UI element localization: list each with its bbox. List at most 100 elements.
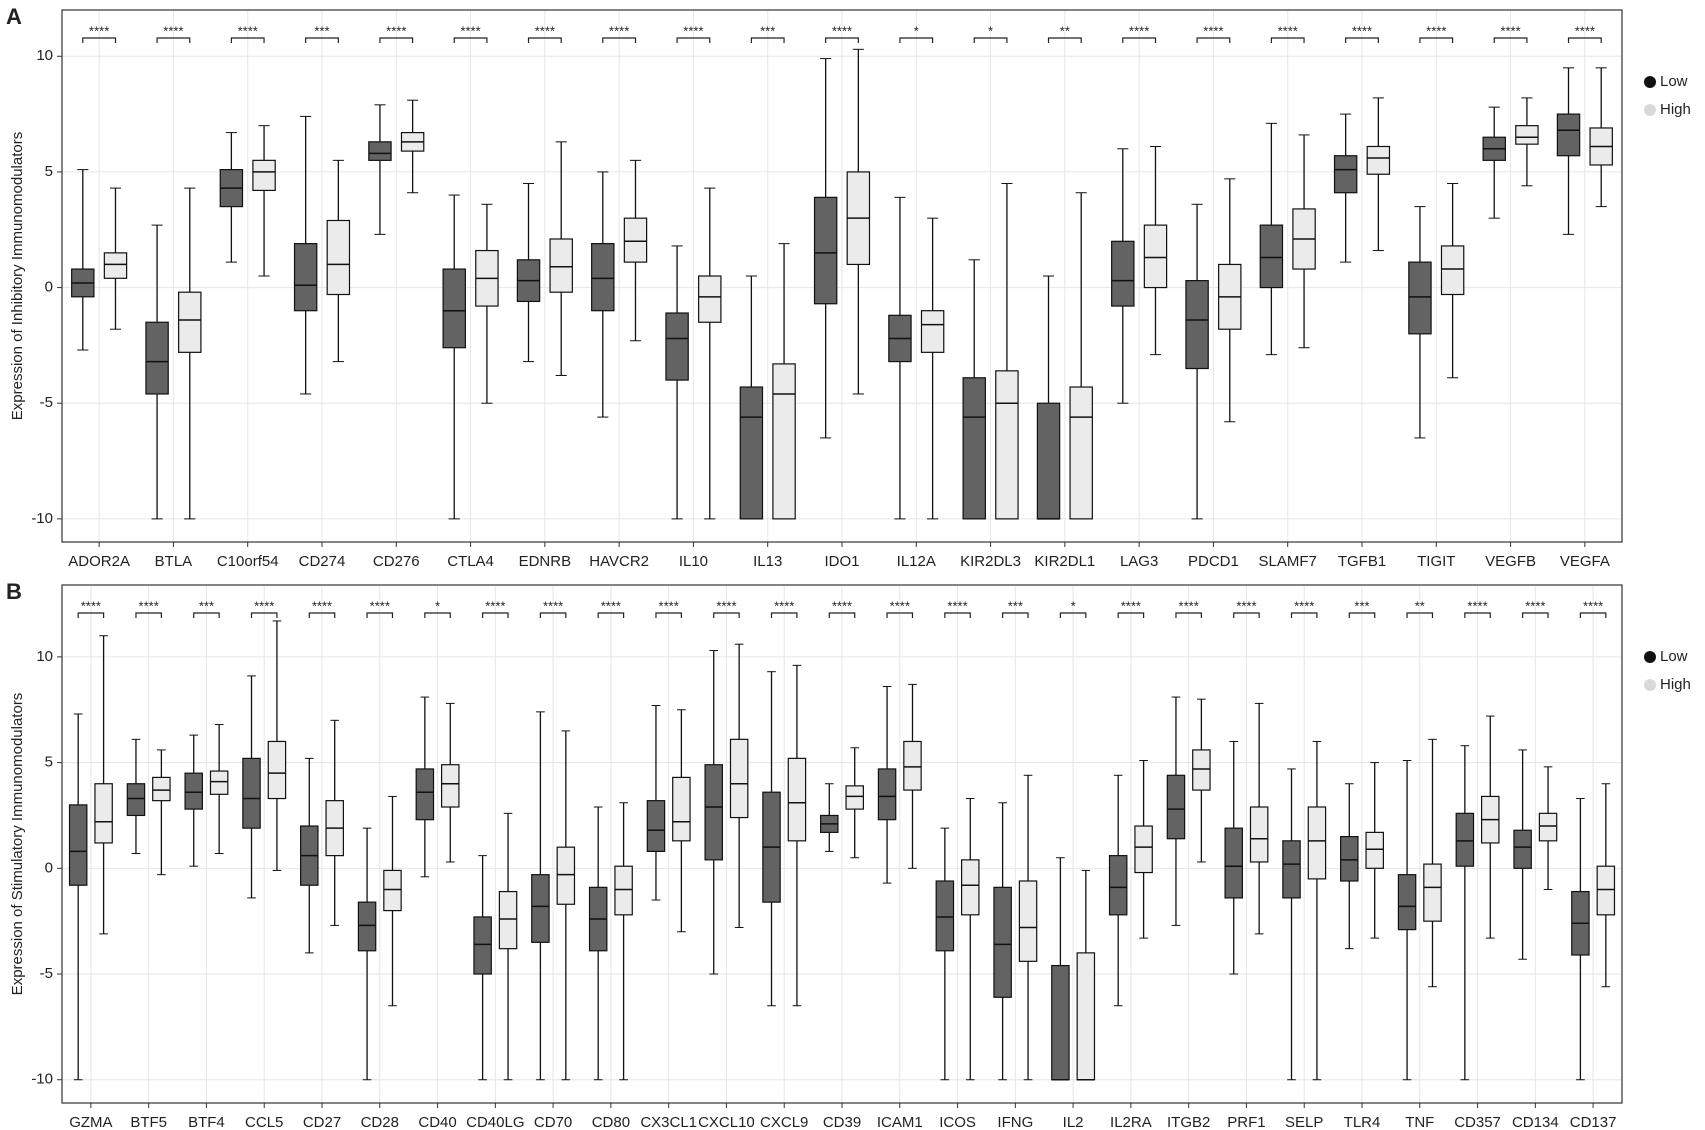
significance-label: **** [1500,23,1520,38]
box [1185,280,1209,370]
significance-bracket [305,37,339,43]
box [813,196,838,305]
significance-label: * [1071,598,1076,613]
box [1440,245,1465,296]
x-tick-label: CD40LG [466,1114,524,1130]
significance-bracket [1059,612,1087,618]
box [184,772,203,810]
significance-bracket [1122,37,1157,43]
y-tick-label: -10 [31,1071,53,1088]
significance-label: **** [460,23,480,38]
significance-label: **** [1426,23,1446,38]
significance-bracket [1002,612,1029,618]
x-tick-label: HAVCR2 [589,553,649,570]
significance-label: * [988,23,993,38]
x-tick-label: CCL5 [245,1114,283,1130]
box [729,738,749,819]
x-tick-label: ICOS [939,1114,976,1130]
box [1111,240,1135,307]
box [1340,835,1359,882]
significance-label: **** [386,23,406,38]
box [935,880,955,952]
x-tick-label: LAG3 [1120,553,1158,570]
significance-label: **** [1121,598,1141,613]
x-tick-label: SLAMF7 [1259,553,1317,570]
box [995,370,1019,520]
box [1134,825,1153,874]
box [242,757,261,829]
legend-marker [1644,76,1656,88]
significance-bracket [193,612,220,618]
box [1515,125,1539,145]
x-tick-label: BTF5 [130,1114,167,1130]
box [1596,865,1616,916]
box [962,377,986,520]
x-tick-label: IL12A [897,553,936,570]
box [383,869,402,912]
significance-bracket [602,37,637,43]
y-tick-label: 0 [45,859,53,876]
significance-label: **** [1583,598,1603,613]
significance-bracket [1406,612,1434,618]
box [1397,874,1417,931]
x-tick-label: CD80 [592,1114,630,1130]
significance-label: **** [312,598,332,613]
box [357,901,377,952]
significance-label: **** [535,23,555,38]
x-tick-label: VEGFB [1485,553,1536,570]
box [903,740,922,791]
box [920,310,945,353]
box [415,768,435,821]
significance-bracket [655,612,682,618]
significance-bracket [944,612,971,618]
x-tick-label: IFNG [997,1114,1033,1130]
box [960,859,980,916]
box [293,243,318,312]
significance-bracket [676,37,711,43]
significance-bracket [1348,612,1376,618]
significance-label: **** [609,23,629,38]
significance-label: *** [1354,598,1369,613]
x-tick-label: GZMA [69,1114,112,1130]
box [614,865,633,916]
box [1249,806,1269,863]
significance-bracket [539,612,567,618]
box [1051,964,1070,1081]
y-tick-label: 5 [45,163,53,180]
box [556,846,576,905]
y-tick-label: 10 [36,47,53,64]
x-tick-label: CD27 [303,1114,341,1130]
x-tick-label: CD39 [823,1114,861,1130]
x-tick-label: CTLA4 [447,553,494,570]
x-tick-label: C10orf54 [217,553,279,570]
significance-label: **** [1525,598,1545,613]
significance-bracket [1196,37,1231,43]
significance-label: **** [890,598,910,613]
x-tick-label: EDNRB [519,553,572,570]
significance-bracket [1270,37,1305,43]
significance-label: **** [716,598,736,613]
significance-label: *** [199,598,214,613]
box [103,252,128,279]
significance-bracket [77,612,105,618]
x-tick-label: IL10 [679,553,708,570]
significance-label: **** [774,598,794,613]
significance-bracket [1579,612,1607,618]
box [665,312,689,381]
significance-label: **** [370,598,390,613]
significance-bracket [973,37,1008,43]
significance-label: **** [89,23,109,38]
x-tick-label: CX3CL1 [640,1114,697,1130]
x-tick-label: PRF1 [1227,1114,1265,1130]
panel-label: A [6,4,22,29]
significance-label: *** [1008,598,1023,613]
y-tick-label: 0 [45,279,53,296]
x-tick-label: BTLA [155,553,193,570]
legend-label: High [1660,676,1691,693]
significance-bracket [453,37,488,43]
significance-bracket [1419,37,1454,43]
significance-bracket [1117,612,1145,618]
box [1282,840,1301,899]
box [1366,145,1391,175]
x-tick-label: CD137 [1570,1114,1617,1130]
